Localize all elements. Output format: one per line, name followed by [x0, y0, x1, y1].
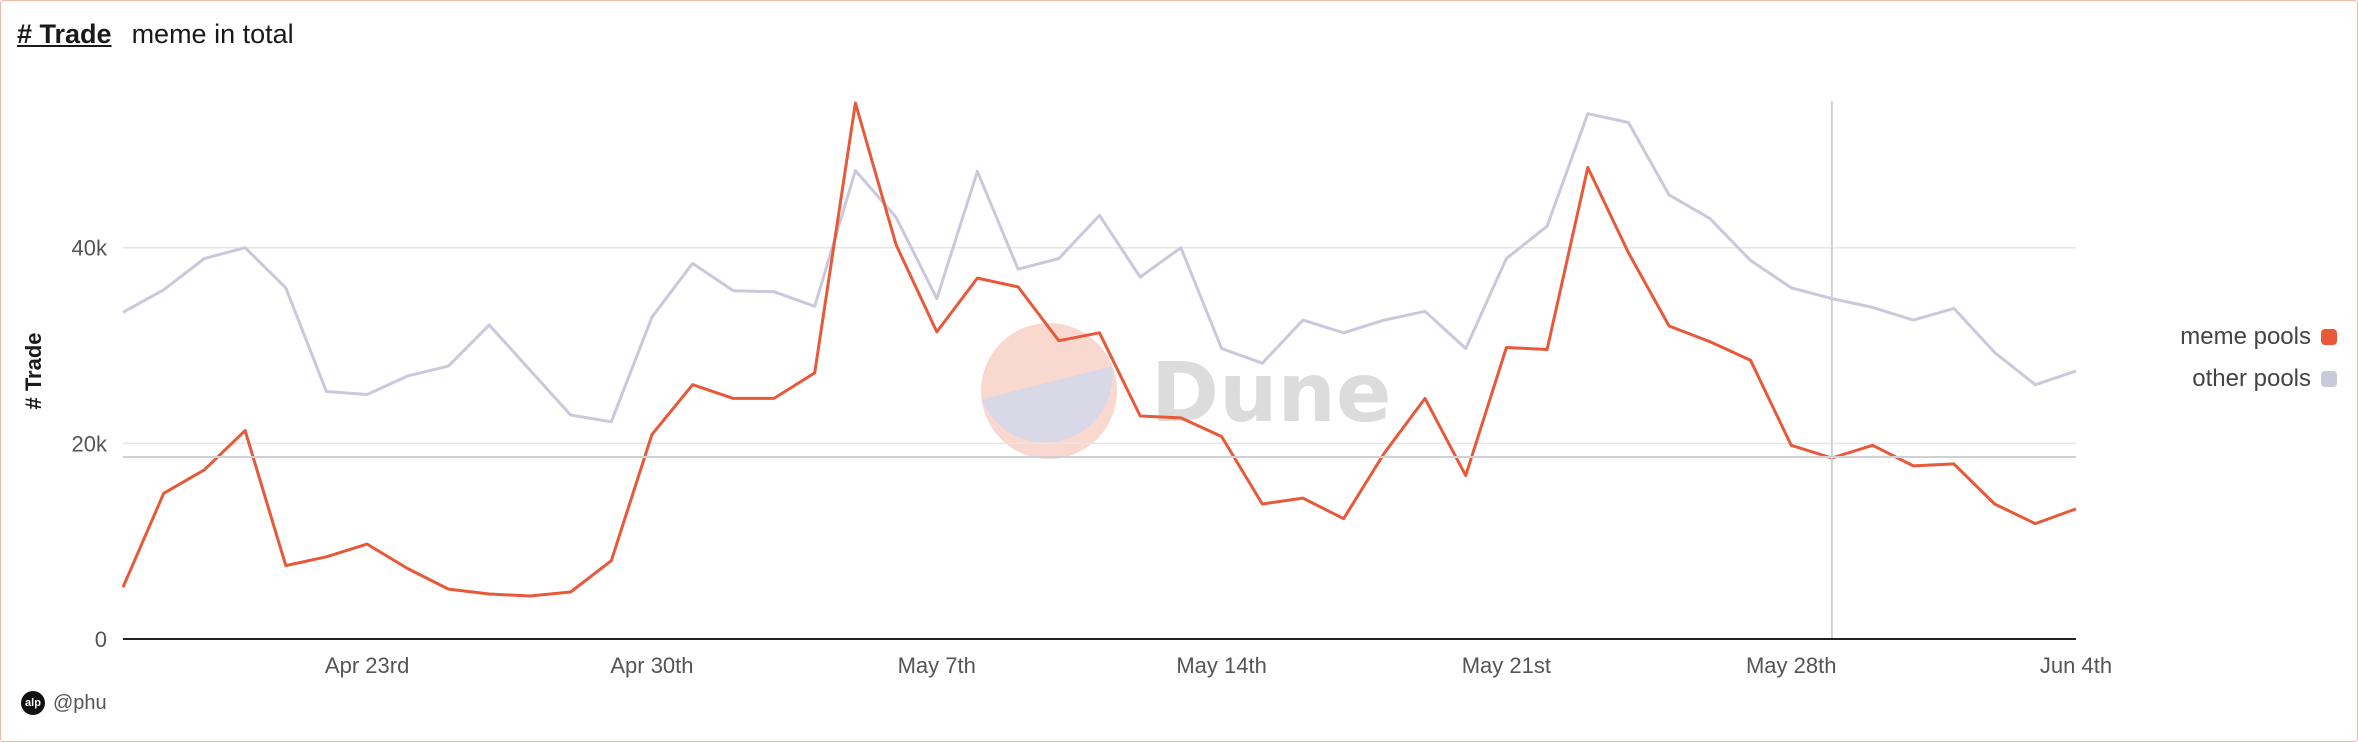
hover-crosshair — [123, 101, 2076, 639]
chart-title-link[interactable]: # Trade — [17, 19, 112, 49]
author-credit[interactable]: alp @phu — [21, 691, 107, 715]
chart-header: # Trade meme in total — [17, 19, 294, 50]
legend-label-other-pools: other pools — [2192, 365, 2311, 392]
legend-swatch-other-pools — [2321, 371, 2337, 387]
x-tick-label: Jun 4th — [2040, 653, 2112, 678]
legend-item-other-pools[interactable]: other pools — [2192, 365, 2337, 393]
series-line-meme-pools — [121, 101, 2077, 598]
x-tick-label: May 28th — [1746, 653, 1837, 678]
y-tick-label: 40k — [72, 236, 108, 261]
y-tick-label: 20k — [72, 431, 108, 456]
avatar: alp — [21, 691, 45, 715]
x-tick-label: May 14th — [1176, 653, 1267, 678]
legend-swatch-meme-pools — [2321, 329, 2337, 345]
legend-label-meme-pools: meme pools — [2180, 323, 2311, 350]
x-tick-label: May 21st — [1462, 653, 1551, 678]
grid-lines — [123, 246, 2076, 445]
series-lines — [121, 101, 2077, 598]
axes: 0 20k 40k Apr 23rd Apr 30th May 7th May 14th Ma… — [72, 236, 2113, 678]
x-tick-label: Apr 30th — [610, 653, 693, 678]
chart-subtitle: meme in total — [131, 19, 294, 49]
watermark-text: Dune — [1151, 346, 1391, 441]
dune-watermark: Dune — [981, 323, 1391, 459]
y-tick-label: 0 — [95, 627, 107, 652]
legend-item-meme-pools[interactable]: meme pools — [2180, 323, 2337, 351]
x-tick-label: Apr 23rd — [325, 653, 409, 678]
watermark-logo-bottom — [981, 365, 1113, 443]
series-line-other-pools — [122, 112, 2077, 424]
author-handle: @phu — [53, 691, 107, 714]
x-tick-label: May 7th — [898, 653, 976, 678]
chart-legend: meme pools other pools — [2180, 323, 2337, 393]
y-axis-label: # Trade — [21, 332, 46, 409]
